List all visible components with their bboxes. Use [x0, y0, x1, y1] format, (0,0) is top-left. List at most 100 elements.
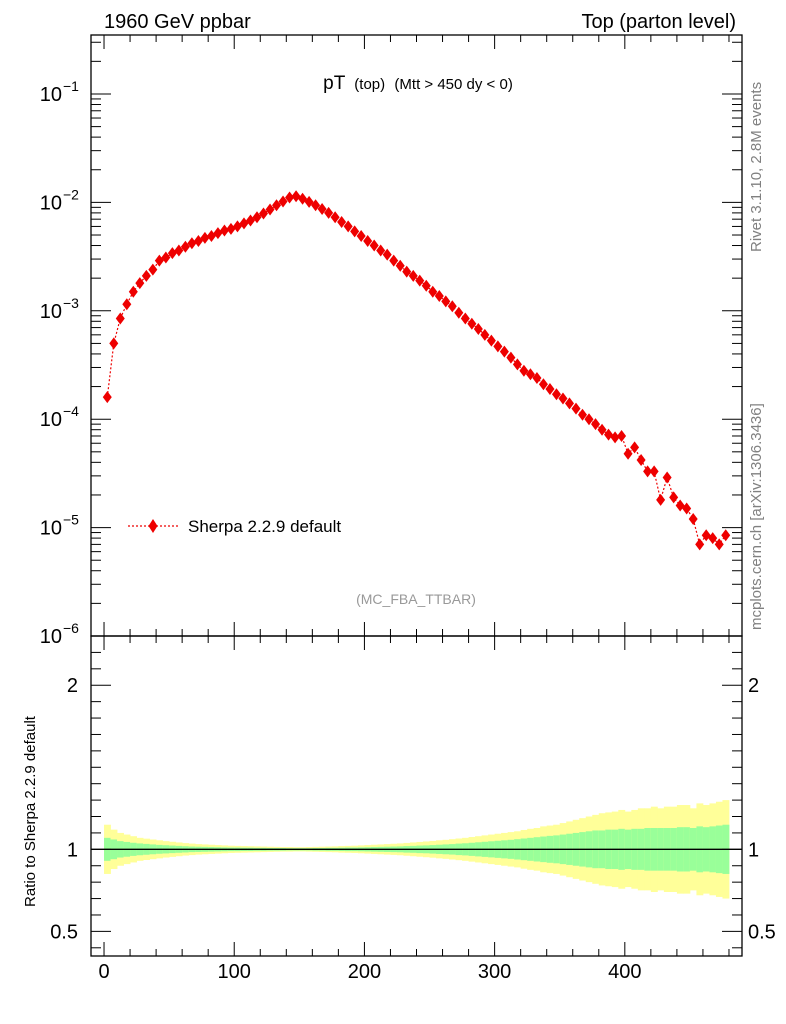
x-tick-label: 100 — [218, 961, 251, 983]
data-point — [148, 263, 158, 276]
title-sub1: (top) — [354, 76, 385, 93]
analysis-watermark: (MC_FBA_TTBAR) — [356, 591, 476, 607]
data-point — [441, 295, 451, 308]
y-main-tick-exponent: −2 — [63, 186, 79, 202]
data-point — [278, 195, 288, 208]
data-point — [597, 423, 607, 436]
chart-title: pT (top) (Mtt > 450 dy < 0) — [323, 73, 513, 94]
data-point — [610, 431, 620, 444]
main-frame — [90, 34, 743, 637]
data-point — [584, 413, 594, 426]
rivet-label: Rivet 3.1.10, 2.8M events — [748, 82, 765, 252]
data-point — [180, 240, 190, 253]
data-point — [538, 378, 548, 391]
data-point — [389, 254, 399, 267]
data-point — [695, 538, 705, 551]
data-point — [219, 224, 229, 237]
data-point — [343, 220, 353, 233]
data-point — [109, 337, 119, 350]
data-point — [688, 513, 698, 526]
y-main-tick-exponent: −1 — [63, 78, 79, 94]
series-line — [106, 195, 727, 546]
data-point — [317, 202, 327, 215]
y-ratio-tick-label-left: 2 — [67, 675, 78, 697]
data-point — [141, 269, 151, 282]
data-point — [525, 368, 535, 381]
y-main-tick-label: 10 — [40, 84, 62, 106]
data-point — [213, 227, 223, 240]
data-point — [245, 214, 255, 227]
data-point — [415, 274, 425, 287]
data-point — [382, 248, 392, 261]
data-point — [363, 235, 373, 248]
title-sub2: (Mtt > 450 dy < 0) — [394, 76, 512, 93]
data-point — [265, 203, 275, 216]
header-right: Top (parton level) — [581, 11, 736, 33]
data-point — [714, 538, 724, 551]
data-point — [564, 397, 574, 410]
y-ratio-tick-label-right: 1 — [748, 839, 759, 861]
data-point — [656, 493, 666, 506]
data-point — [376, 244, 386, 257]
data-point — [669, 491, 679, 504]
y-main-tick-exponent: −3 — [63, 295, 79, 311]
header-left: 1960 GeV ppbar — [104, 11, 251, 33]
y-ratio-tick-label-right: 0.5 — [748, 921, 776, 943]
data-point — [636, 454, 646, 467]
y-main-tick-label: 10 — [40, 301, 62, 323]
data-point — [311, 199, 321, 212]
data-point — [421, 279, 431, 292]
data-point — [369, 239, 379, 252]
data-point — [643, 465, 653, 478]
data-point — [447, 300, 457, 313]
data-point — [324, 206, 334, 219]
data-point — [558, 392, 568, 405]
data-point — [428, 285, 438, 298]
y-ratio-tick-label-right: 2 — [748, 675, 759, 697]
data-point — [623, 447, 633, 460]
data-point — [356, 229, 366, 242]
data-point — [402, 265, 412, 278]
data-point — [662, 471, 672, 484]
y-ratio-tick-label-left: 1 — [67, 839, 78, 861]
data-point — [272, 199, 282, 212]
data-point — [721, 529, 731, 542]
data-point — [330, 211, 340, 224]
data-point — [200, 231, 210, 244]
y-ratio-tick-label-left: 0.5 — [50, 921, 78, 943]
y-main-tick-exponent: −5 — [63, 512, 79, 528]
data-point — [259, 207, 269, 220]
data-point — [545, 382, 555, 395]
mcplots-label: mcplots.cern.ch [arXiv:1306.3436] — [748, 403, 765, 630]
y-main-tick-label: 10 — [40, 409, 62, 431]
legend-label: Sherpa 2.2.9 default — [188, 517, 341, 536]
data-point — [460, 312, 470, 325]
x-tick-label: 300 — [478, 961, 511, 983]
legend: Sherpa 2.2.9 default — [128, 517, 341, 536]
ratio-ylabel: Ratio to Sherpa 2.2.9 default — [22, 715, 39, 907]
data-point — [532, 371, 542, 384]
data-point — [519, 364, 529, 377]
title-main: pT — [323, 73, 346, 94]
data-point — [591, 418, 601, 431]
ratio-frame — [90, 635, 743, 957]
data-point — [161, 251, 171, 264]
data-point — [512, 358, 522, 371]
x-tick-label: 200 — [348, 961, 381, 983]
y-main-tick-label: 10 — [40, 626, 62, 648]
data-point — [630, 441, 640, 454]
data-point — [174, 244, 184, 257]
data-point — [467, 317, 477, 330]
data-point — [499, 345, 509, 358]
y-main-tick-exponent: −4 — [63, 403, 79, 419]
data-point — [128, 285, 138, 298]
data-point — [434, 289, 444, 302]
main-series — [102, 190, 731, 551]
data-point — [486, 334, 496, 347]
data-point — [617, 429, 627, 442]
data-point — [473, 322, 483, 335]
data-point — [408, 269, 418, 282]
data-point — [291, 190, 301, 203]
